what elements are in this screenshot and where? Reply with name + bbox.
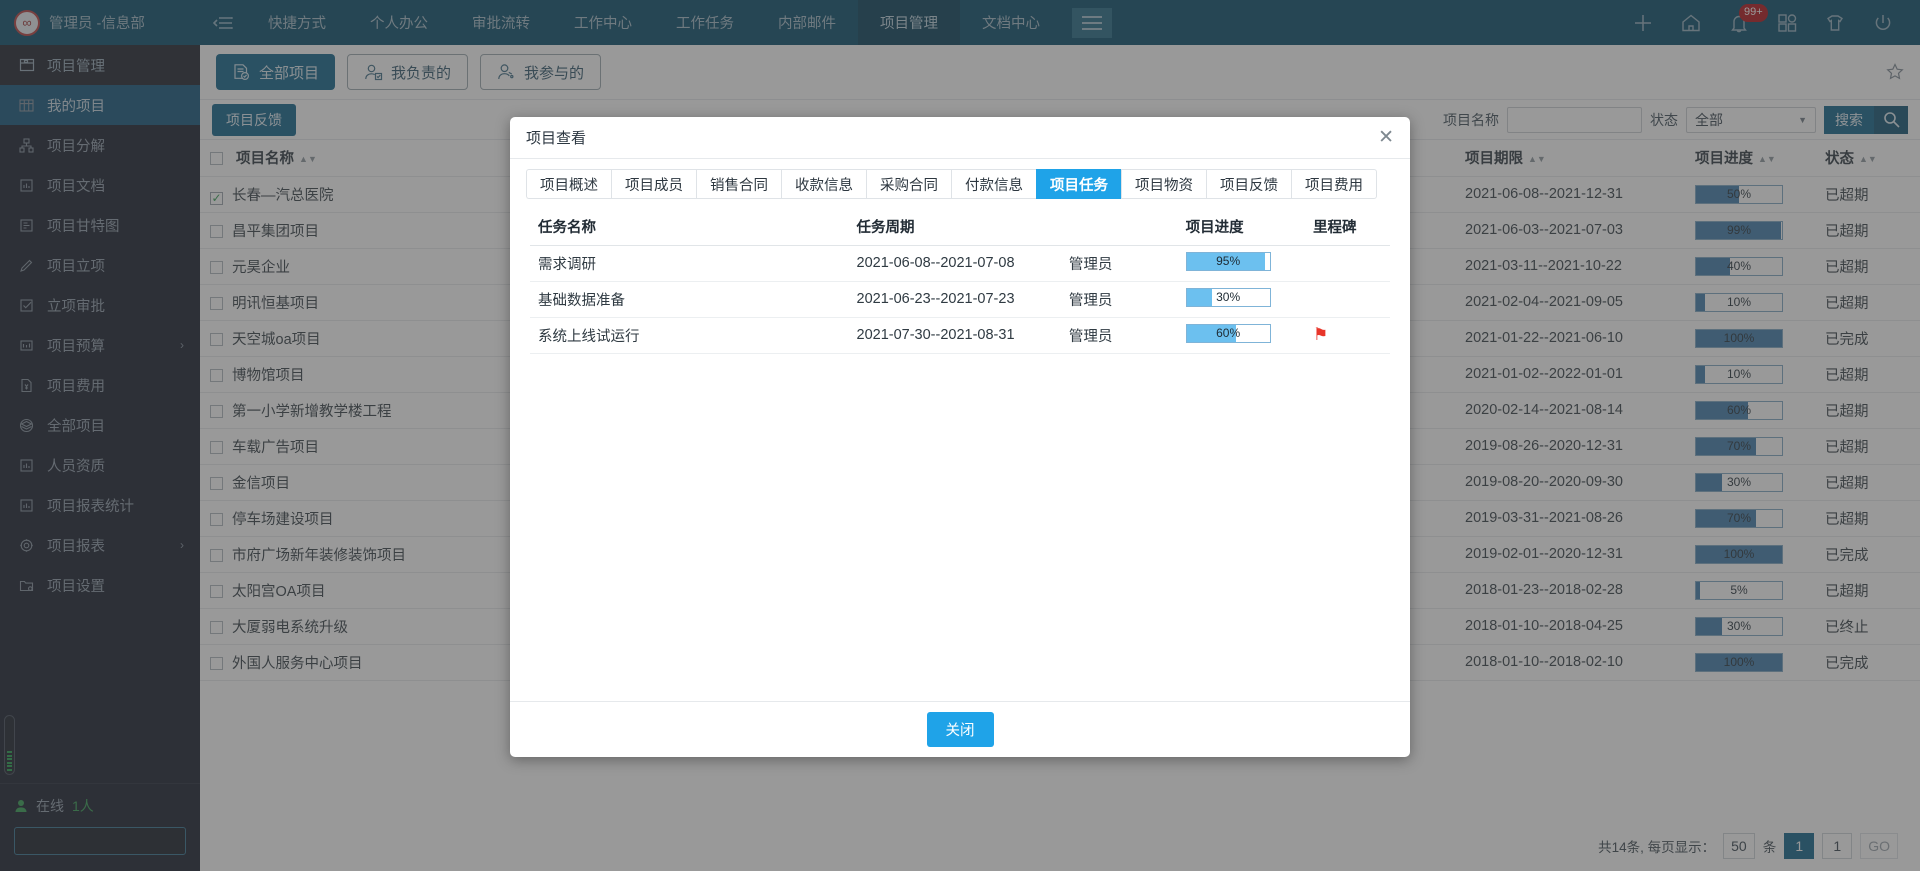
col-task-period: 任务周期 [848,209,1061,246]
task-table: 任务名称 任务周期 项目进度 里程碑 需求调研 2021-06-08--2021-… [530,209,1390,354]
cell-task-owner: 管理员 [1060,245,1178,282]
task-table-body: 需求调研 2021-06-08--2021-07-08 管理员 95% 基础数据准备 20… [530,245,1390,354]
task-row[interactable]: 基础数据准备 2021-06-23--2021-07-23 管理员 30% [530,281,1390,318]
modal-title: 项目查看 [526,130,587,147]
cell-task-owner: 管理员 [1060,317,1178,354]
modal-tab-feedback[interactable]: 项目反馈 [1206,169,1291,199]
tab-label: 销售合同 [710,177,768,194]
modal-header: 项目查看 ✕ [510,117,1410,159]
task-progress-text: 30% [1216,290,1241,304]
tab-label: 项目概述 [540,177,598,194]
col-task-progress: 项目进度 [1177,209,1306,246]
cell-task-name: 基础数据准备 [530,281,849,318]
modal-tabs: 项目概述 项目成员 销售合同 收款信息 采购合同 付款信息 项目任务 项目物资 … [510,159,1410,199]
cell-task-owner: 管理员 [1060,281,1178,318]
cell-task-period: 2021-06-23--2021-07-23 [848,281,1061,318]
cell-task-progress: 60% [1177,317,1306,354]
tab-label: 项目物资 [1135,177,1193,194]
task-progress-text: 60% [1216,326,1241,340]
task-progress-text: 95% [1216,254,1241,268]
cell-task-name: 需求调研 [530,245,849,282]
modal-tab-overview[interactable]: 项目概述 [526,169,611,199]
tab-label: 项目任务 [1050,177,1108,194]
modal-tab-expenses[interactable]: 项目费用 [1291,169,1377,199]
cell-task-milestone: ⚑ [1305,317,1390,354]
milestone-flag-icon: ⚑ [1313,325,1329,344]
col-label: 里程碑 [1313,220,1357,237]
cell-task-progress: 95% [1177,245,1306,282]
task-progress-fill [1186,252,1266,270]
modal-tab-materials[interactable]: 项目物资 [1121,169,1206,199]
tab-label: 采购合同 [880,177,938,194]
task-progress-bar: 30% [1185,287,1271,307]
tab-label: 项目费用 [1305,177,1363,194]
modal-footer: 关闭 [510,701,1410,757]
cell-task-name: 系统上线试运行 [530,317,849,354]
task-progress-bar: 95% [1185,251,1271,271]
modal-tab-members[interactable]: 项目成员 [611,169,696,199]
modal-tab-sales-contract[interactable]: 销售合同 [696,169,781,199]
task-header-row: 任务名称 任务周期 项目进度 里程碑 [530,209,1390,246]
modal-tab-purchase-contract[interactable]: 采购合同 [866,169,951,199]
modal-close-button[interactable]: 关闭 [926,712,994,747]
tab-label: 项目成员 [625,177,683,194]
project-view-modal: 项目查看 ✕ 项目概述 项目成员 销售合同 收款信息 采购合同 付款信息 项目任… [510,117,1410,757]
task-progress-fill [1186,324,1237,342]
tab-label: 付款信息 [965,177,1023,194]
task-row[interactable]: 需求调研 2021-06-08--2021-07-08 管理员 95% [530,245,1390,282]
close-icon[interactable]: ✕ [1378,127,1394,148]
task-progress-fill [1186,288,1212,306]
col-task-milestone: 里程碑 [1305,209,1390,246]
tab-label: 项目反馈 [1220,177,1278,194]
task-progress-bar: 60% [1185,323,1271,343]
task-row[interactable]: 系统上线试运行 2021-07-30--2021-08-31 管理员 60% ⚑ [530,317,1390,354]
modal-tab-receipts[interactable]: 收款信息 [781,169,866,199]
tab-label: 收款信息 [795,177,853,194]
col-label: 任务名称 [538,220,596,237]
modal-tab-payments[interactable]: 付款信息 [951,169,1036,199]
modal-body: 任务名称 任务周期 项目进度 里程碑 需求调研 2021-06-08--2021-… [510,199,1410,701]
cell-task-milestone [1305,245,1390,282]
col-label: 任务周期 [856,220,915,237]
modal-tab-tasks[interactable]: 项目任务 [1036,169,1121,199]
cell-task-period: 2021-06-08--2021-07-08 [848,245,1061,282]
cell-task-milestone [1305,281,1390,318]
col-task-owner [1060,209,1178,246]
cell-task-period: 2021-07-30--2021-08-31 [848,317,1061,354]
col-task-name: 任务名称 [530,209,849,246]
cell-task-progress: 30% [1177,281,1306,318]
col-label: 项目进度 [1185,220,1244,237]
